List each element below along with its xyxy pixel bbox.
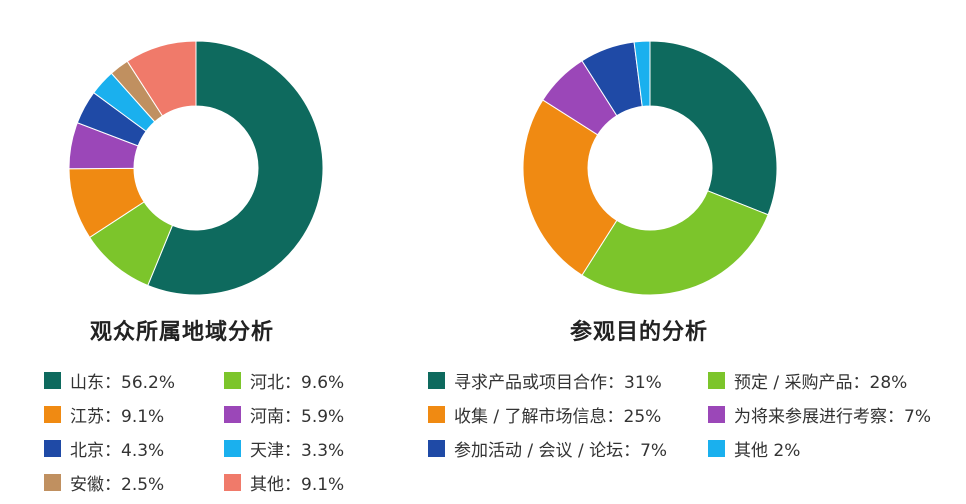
donut-slice-1-5 bbox=[633, 40, 651, 108]
purpose-donut-chart bbox=[522, 40, 778, 296]
legend-swatch bbox=[428, 440, 445, 457]
legend-swatch bbox=[44, 474, 61, 491]
legend-swatch bbox=[44, 440, 61, 457]
legend-swatch bbox=[44, 406, 61, 423]
legend-swatch bbox=[708, 372, 725, 389]
legend-label: 北京：4.3% bbox=[70, 441, 165, 461]
legend-label: 江苏：9.1% bbox=[70, 407, 165, 427]
legend-item: 收集 / 了解市场信息：25% bbox=[428, 402, 661, 427]
legend-swatch bbox=[224, 372, 241, 389]
legend-item: 北京：4.3% bbox=[44, 436, 164, 461]
donut-slice-0-0 bbox=[147, 40, 324, 296]
legend-swatch bbox=[428, 406, 445, 423]
legend-label: 天津：3.3% bbox=[250, 441, 345, 461]
legend-label: 收集 / 了解市场信息：25% bbox=[454, 407, 662, 427]
legend-label: 为将来参展进行考察：7% bbox=[734, 407, 931, 427]
purpose-chart-title: 参观目的分析 bbox=[570, 320, 709, 345]
legend-item: 其他：9.1% bbox=[224, 470, 344, 495]
legend-item: 预定 / 采购产品：28% bbox=[708, 368, 907, 393]
region-donut-chart bbox=[68, 40, 324, 296]
legend-item: 寻求产品或项目合作：31% bbox=[428, 368, 662, 393]
legend-item: 其他 2% bbox=[708, 436, 800, 461]
legend-label: 参加活动 / 会议 / 论坛：7% bbox=[454, 441, 668, 461]
legend-item: 河北：9.6% bbox=[224, 368, 344, 393]
legend-label: 寻求产品或项目合作：31% bbox=[454, 373, 662, 393]
donut-slice-1-0 bbox=[649, 40, 778, 216]
legend-label: 其他：9.1% bbox=[250, 475, 345, 495]
legend-label: 河北：9.6% bbox=[250, 373, 345, 393]
donut-slice-1-2 bbox=[522, 99, 618, 276]
legend-swatch bbox=[708, 406, 725, 423]
donut-slice-1-1 bbox=[581, 190, 769, 296]
legend-swatch bbox=[428, 372, 445, 389]
legend-label: 安徽：2.5% bbox=[70, 475, 165, 495]
legend-swatch bbox=[224, 440, 241, 457]
legend-swatch bbox=[708, 440, 725, 457]
legend-swatch bbox=[224, 406, 241, 423]
legend-swatch bbox=[44, 372, 61, 389]
legend-item: 天津：3.3% bbox=[224, 436, 344, 461]
legend-label: 其他 2% bbox=[734, 441, 801, 461]
legend-item: 江苏：9.1% bbox=[44, 402, 164, 427]
legend-label: 预定 / 采购产品：28% bbox=[734, 373, 908, 393]
legend-item: 山东：56.2% bbox=[44, 368, 175, 393]
legend-item: 为将来参展进行考察：7% bbox=[708, 402, 931, 427]
region-chart-title: 观众所属地域分析 bbox=[90, 320, 275, 345]
legend-label: 河南：5.9% bbox=[250, 407, 345, 427]
legend-item: 河南：5.9% bbox=[224, 402, 344, 427]
legend-label: 山东：56.2% bbox=[70, 373, 176, 393]
legend-item: 参加活动 / 会议 / 论坛：7% bbox=[428, 436, 667, 461]
legend-item: 安徽：2.5% bbox=[44, 470, 164, 495]
donut-slice-0-7 bbox=[126, 40, 197, 117]
legend-swatch bbox=[224, 474, 241, 491]
